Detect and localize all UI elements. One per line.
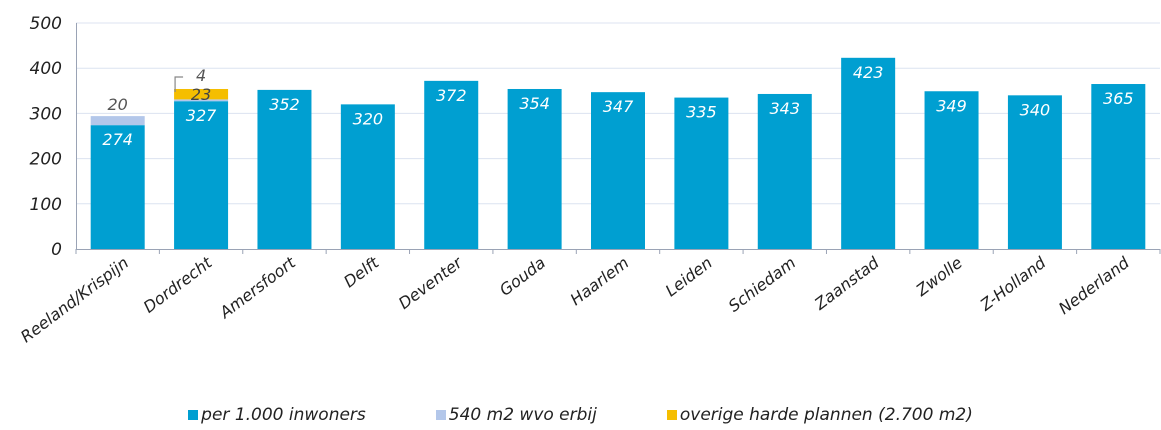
category-label: Deventer bbox=[395, 252, 467, 313]
category-label: Gouda bbox=[496, 253, 549, 300]
bar bbox=[340, 104, 395, 249]
bar bbox=[424, 80, 479, 249]
category-label: Schiedam bbox=[725, 253, 799, 316]
bar bbox=[591, 92, 645, 249]
bar-segment bbox=[174, 88, 229, 100]
category-label: Leiden bbox=[662, 253, 716, 300]
data-label: 23 bbox=[191, 85, 211, 104]
leader-line bbox=[174, 76, 184, 92]
y-tick-label: 100 bbox=[30, 195, 62, 215]
x-axis bbox=[75, 23, 1161, 254]
bar bbox=[841, 57, 896, 249]
data-label: 365 bbox=[1103, 89, 1134, 108]
bar bbox=[1091, 84, 1146, 250]
legend-item-overige-harde-plannen: overige harde plannen (2.700 m2) bbox=[666, 405, 973, 425]
bar-segment bbox=[90, 116, 145, 126]
data-label: 343 bbox=[769, 99, 800, 118]
data-label: 423 bbox=[853, 63, 884, 82]
category-label: Nederland bbox=[1055, 253, 1133, 319]
category-label: Amersfoort bbox=[215, 253, 299, 323]
y-axis-ticks: 0 100 200 300 400 500 bbox=[30, 14, 62, 260]
category-label: Reeland/Krispijn bbox=[17, 253, 132, 346]
category-label: Z-Holland bbox=[976, 253, 1050, 315]
y-tick-label: 500 bbox=[30, 14, 62, 34]
data-labels: 274 20 327 234 352 320 372 354 347 335 343 423 349 34… bbox=[102, 63, 1133, 149]
legend-swatch bbox=[435, 410, 446, 420]
y-tick-label: 400 bbox=[30, 59, 62, 79]
legend: per 1.000 inwoners 540 m2 wvo erbij over… bbox=[0, 400, 1161, 430]
category-label: Dordrecht bbox=[140, 253, 216, 317]
bar bbox=[1007, 95, 1062, 249]
data-label: 354 bbox=[519, 94, 550, 113]
category-label: Zaanstad bbox=[810, 253, 883, 315]
legend-label: per 1.000 inwoners bbox=[201, 405, 366, 425]
bar bbox=[924, 91, 979, 249]
legend-item-540-m2-wvo: 540 m2 wvo erbij bbox=[435, 405, 597, 425]
category-label: Zwolle bbox=[912, 253, 966, 301]
category-label: Haarlem bbox=[567, 253, 633, 309]
data-label: 274 bbox=[102, 130, 133, 149]
data-label: 320 bbox=[353, 109, 384, 128]
bar bbox=[90, 125, 145, 249]
data-label: 335 bbox=[686, 103, 717, 122]
legend-item-per-1000-inwoners: per 1.000 inwoners bbox=[188, 405, 366, 425]
category-labels: Reeland/Krispijn Dordrecht Amersfoort Delft… bbox=[17, 252, 1133, 346]
data-label: 4 bbox=[196, 66, 206, 85]
category-label: Delft bbox=[340, 253, 383, 292]
legend-label: 540 m2 wvo erbij bbox=[448, 405, 597, 425]
data-label: 349 bbox=[936, 96, 967, 115]
data-label: 352 bbox=[269, 95, 300, 114]
bar bbox=[257, 89, 312, 250]
legend-label: overige harde plannen (2.700 m2) bbox=[679, 405, 973, 425]
data-label: 327 bbox=[186, 106, 217, 125]
bars bbox=[90, 57, 1146, 250]
bar bbox=[507, 88, 562, 249]
data-label: 347 bbox=[603, 97, 634, 116]
legend-swatch bbox=[188, 410, 199, 420]
bar bbox=[174, 101, 229, 249]
bar bbox=[757, 93, 812, 250]
y-tick-label: 300 bbox=[30, 104, 62, 124]
data-label: 340 bbox=[1020, 100, 1051, 119]
legend-swatch bbox=[666, 410, 677, 420]
y-tick-label: 200 bbox=[30, 150, 62, 170]
bar-chart: 0 100 200 300 400 500 274 20 327 234 352 320 372 354… bbox=[17, 14, 1161, 346]
y-tick-label: 0 bbox=[51, 240, 62, 260]
bar bbox=[674, 97, 729, 249]
data-label: 372 bbox=[436, 86, 467, 105]
bar-segment bbox=[174, 99, 229, 102]
data-label: 20 bbox=[108, 95, 128, 114]
